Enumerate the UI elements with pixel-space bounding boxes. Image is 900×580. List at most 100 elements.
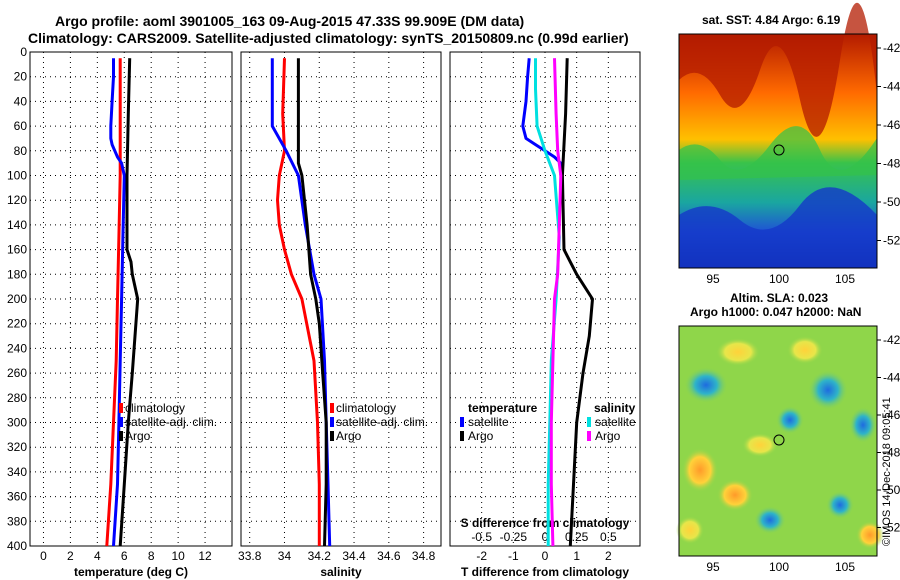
series-line-s-argo [549,58,563,547]
y-tick-label: 360 [7,490,27,504]
x-axis-label: T difference from climatology [461,565,629,579]
y-tick-label: 100 [7,169,27,183]
sst-map-title: sat. SST: 4.84 Argo: 6.19 [702,13,841,27]
difference-legend-temperature: temperature satellite Argo [460,401,538,443]
legend-label-argo: Argo [125,429,151,443]
chart-title-line2: Climatology: CARS2009. Satellite-adjuste… [28,30,629,46]
y-tick-label: 340 [7,465,27,479]
argo-location-marker [773,434,785,446]
legend-swatch-s-satellite [587,417,591,427]
sla-map-frame [678,325,878,557]
sla-map-axes: -42 -44 -46 -48 -50 -52 95 100 105 [706,333,900,574]
map-x-tick-label: 95 [706,560,720,574]
x-tick-label: 34.6 [377,549,401,563]
y-tick-label: 0 [20,45,27,59]
map-y-tick-label: -44 [883,371,900,385]
sla-low-eddy [826,491,854,519]
legend-title-temperature: temperature [468,401,538,415]
x-tick-label: 0 [542,549,549,563]
legend-label-argo: Argo [336,429,362,443]
y-tick-label: 280 [7,391,27,405]
y-tick-label: 80 [14,144,28,158]
map-x-tick-label: 100 [769,560,789,574]
legend-label-s-satellite: satellite [595,415,636,429]
sst-map-frame [678,33,878,269]
plot-frame [449,51,641,547]
sst-map [678,2,878,269]
difference-panel: -2 -1 0 1 2 T difference from climatology S di… [449,51,641,579]
s-tick-label: 0 [542,530,549,544]
plot-frame [240,51,442,547]
x-tick-label: 34 [278,549,292,563]
sla-high-eddy [787,336,823,364]
x-tick-label: 34.4 [342,549,366,563]
y-tick-label: 200 [7,292,27,306]
map-x-tick-label: 95 [706,272,720,286]
map-y-tick-label: -52 [883,521,900,535]
legend-swatch-climatology [119,403,123,413]
chart-title-line1: Argo profile: aoml 3901005_163 09-Aug-20… [55,13,524,29]
sla-low-eddy [684,367,728,403]
s-tick-label: 0.5 [600,530,617,544]
x-tick-label: 6 [121,549,128,563]
map-y-tick-label: -42 [883,41,900,55]
series-line-argo [296,58,328,547]
legend-swatch-climatology [330,403,334,413]
map-y-tick-label: -46 [883,408,900,422]
x-axis-label: salinity [320,565,362,579]
imos-credit: ©IMOS 14-Dec-2018 09:05:41 [881,397,893,546]
map-x-tick-label: 100 [769,272,789,286]
legend-swatch-satellite [119,417,123,427]
s-tick-label: -0.25 [500,530,528,544]
legend-title-salinity: salinity [594,401,636,415]
legend-swatch-argo [330,431,334,441]
y-tick-label: 400 [7,539,27,553]
sst-green-band [679,126,877,180]
y-tick-label: 60 [14,119,28,133]
y-tick-label: 120 [7,193,27,207]
map-y-tick-label: -50 [883,483,900,497]
series-line-argo [118,58,140,547]
legend-swatch-argo [119,431,123,441]
sla-low-eddy [849,407,877,443]
sla-high-eddy [717,479,753,511]
sla-high-eddy [742,433,778,457]
y-tick-label: 240 [7,341,27,355]
sst-cold-region [679,187,877,268]
y-tick-label: 260 [7,366,27,380]
sla-low-eddy [754,506,786,534]
map-y-tick-label: -48 [883,157,900,171]
temperature-panel: 0 2 4 6 8 10 120204060801001201401601802002202… [7,45,233,579]
x-tick-label: 10 [171,549,185,563]
series-line-climatology [105,58,122,547]
y-tick-label: 140 [7,218,27,232]
y-tick-label: 40 [14,94,28,108]
y-tick-label: 320 [7,440,27,454]
difference-legend-salinity: salinity satellite Argo [587,401,636,443]
argo-location-marker [773,144,785,156]
legend-label-t-satellite: satellite [468,415,509,429]
legend-swatch-s-argo [587,431,591,441]
legend-label-satellite: satellite-adj. clim. [336,415,428,429]
salinity-legend: climatology satellite-adj. clim. Argo [330,401,428,443]
x-tick-label: 8 [148,549,155,563]
map-y-tick-label: -50 [883,195,900,209]
x-tick-label: 0 [40,549,47,563]
x-tick-label: 12 [198,549,212,563]
sla-map-title-2: Argo h1000: 0.047 h2000: NaN [690,305,861,319]
sla-high-eddy [716,338,760,366]
sla-high-eddy [856,521,884,549]
map-x-tick-label: 105 [835,560,855,574]
legend-swatch-satellite [330,417,334,427]
sla-low-eddy [808,370,848,410]
sla-high-eddy [676,516,704,544]
sst-warm-region [679,2,877,137]
x-tick-label: 34.2 [308,549,332,563]
map-y-tick-label: -52 [883,234,900,248]
s-tick-label: -0.5 [471,530,492,544]
sla-high-eddy [682,448,718,492]
y-tick-label: 180 [7,267,27,281]
legend-label-s-argo: Argo [595,429,621,443]
sla-map [676,325,884,557]
